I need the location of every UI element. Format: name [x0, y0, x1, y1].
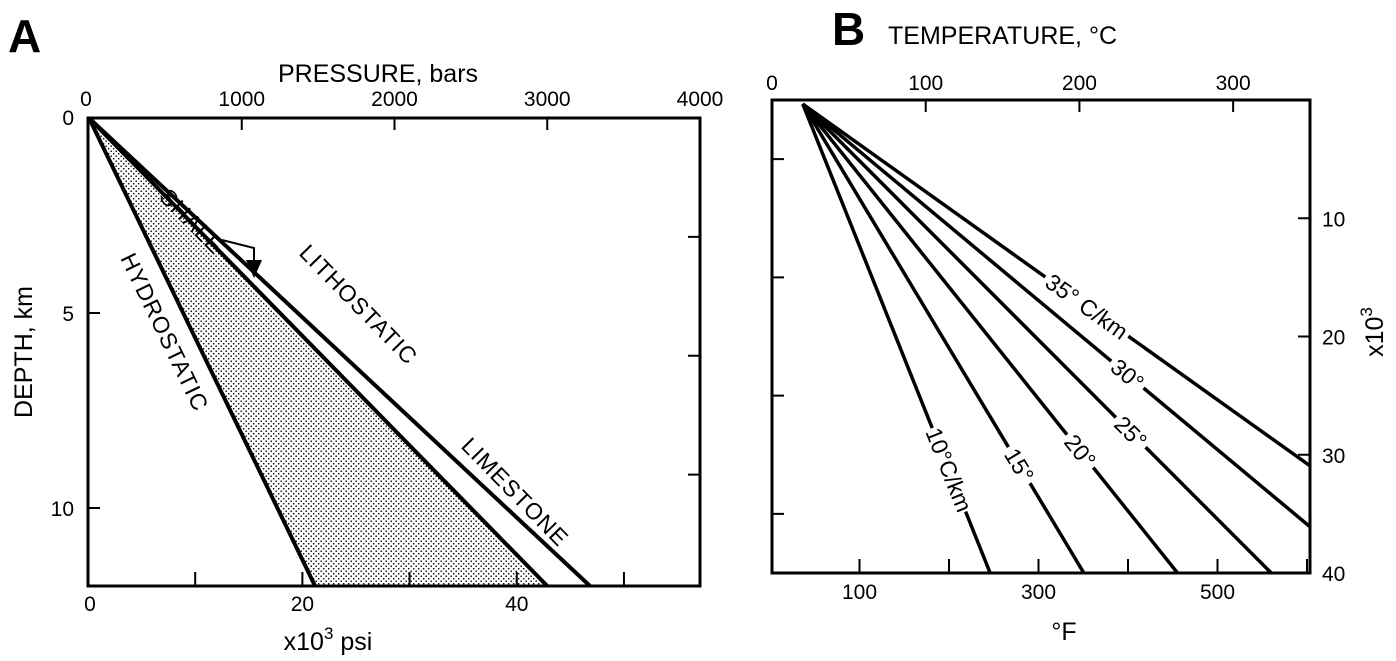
- gradient-label-group: 10°C/km: [920, 423, 978, 517]
- panel-a-letter: A: [8, 10, 41, 62]
- gradient-label-bg: [997, 440, 1042, 490]
- series-line-hydrostatic: [87, 117, 317, 587]
- gradient-label-bg: [1106, 408, 1155, 457]
- panel-b-right-title-prefix: x10: [1361, 317, 1389, 357]
- panel-b-bottom-axis-title: °F: [1051, 618, 1076, 646]
- panel-a-bottom-title-suffix: psi: [333, 628, 372, 656]
- bottom-tick-label: 40: [505, 593, 528, 616]
- bottom-tick-label: 100: [842, 581, 877, 604]
- panel-b-top-ticks: 0 100 200 300: [766, 72, 1251, 112]
- gradient-line-15: [801, 103, 1086, 574]
- left-tick-label: 0: [62, 107, 74, 130]
- gradient-label-bg: [920, 423, 978, 517]
- top-tick-label: 0: [80, 88, 92, 111]
- gradient-label: 35° C/km: [1041, 268, 1133, 344]
- panel-b-letter: B: [832, 3, 865, 55]
- panel-a-left-axis-title-text: DEPTH, km: [10, 286, 38, 418]
- gradient-label-bg: [1056, 426, 1104, 476]
- panel-b-right-ticks: 10 20 30 40: [1298, 208, 1345, 586]
- panel-a-chart: A PRESSURE, bars 0 1000 2000 3000 4000 0 20 40…: [8, 10, 723, 656]
- top-tick-label: 300: [1216, 72, 1251, 95]
- gradient-line-25: [801, 102, 1273, 575]
- panel-a-series-group: [87, 116, 592, 588]
- panel-a-left-axis-title: DEPTH, km: [10, 286, 38, 418]
- right-tick-label: 40: [1322, 563, 1345, 586]
- panel-a-bottom-ticks: 0 20 40: [84, 572, 625, 616]
- gradient-line-20: [801, 102, 1179, 575]
- shale-arrow-head: [246, 260, 262, 278]
- top-tick-label: 100: [908, 72, 943, 95]
- top-tick-label: 200: [1062, 72, 1097, 95]
- gradient-label-group: 20°: [1056, 426, 1104, 476]
- panel-a-bottom-axis-title: x103 psi: [284, 624, 373, 656]
- panel-b-right-axis-title: x103: [1357, 307, 1389, 357]
- panel-b-curve-labels: 10°C/km 15° 20° 25°30°35° C/km: [920, 266, 1155, 517]
- left-tick-label: 5: [62, 303, 74, 326]
- series-line-lithostatic: [87, 116, 549, 588]
- top-tick-label: 1000: [218, 88, 265, 111]
- gradient-label: 20°: [1059, 429, 1101, 472]
- bottom-tick-label: 20: [291, 593, 314, 616]
- panel-a-top-ticks: 0 1000 2000 3000 4000: [80, 88, 723, 130]
- panel-a-bottom-title-prefix: x10: [284, 628, 324, 656]
- panel-b-top-axis-title: TEMPERATURE, °C: [888, 22, 1117, 50]
- left-tick-label: 10: [51, 498, 74, 521]
- right-tick-label: 30: [1322, 445, 1345, 468]
- gradient-label-group: 35° C/km: [1037, 266, 1136, 347]
- panel-a-top-axis-title: PRESSURE, bars: [278, 60, 478, 88]
- panel-a-bottom-title-sup: 3: [324, 624, 333, 643]
- panel-a-right-ticks: [688, 235, 700, 476]
- panel-a-left-ticks: 0 5 10: [51, 107, 100, 521]
- gradient-label-bg: [1102, 351, 1152, 398]
- panel-b-series-group: [801, 102, 1312, 575]
- gradient-label-group: 15°: [997, 440, 1042, 490]
- panel-b-chart: B TEMPERATURE, °C 0 100 200 300 100 300 500 1…: [766, 3, 1389, 646]
- gradient-label: 10°C/km: [920, 424, 977, 516]
- right-tick-label: 10: [1322, 208, 1345, 231]
- gradient-label-bg: [1037, 266, 1136, 347]
- top-tick-label: 0: [766, 72, 778, 95]
- bottom-tick-label: 300: [1021, 581, 1056, 604]
- right-tick-label: 20: [1322, 327, 1345, 350]
- panel-b-right-title-sup: 3: [1357, 307, 1376, 316]
- top-tick-label: 4000: [677, 88, 724, 111]
- panel-b-left-ticks: [772, 158, 784, 515]
- panel-b-bottom-ticks: 100 300 500: [842, 559, 1308, 604]
- bottom-tick-label: 500: [1200, 581, 1235, 604]
- top-tick-label: 3000: [524, 88, 571, 111]
- top-tick-label: 2000: [371, 88, 418, 111]
- gradient-line-30: [801, 102, 1312, 529]
- bottom-tick-label: 0: [84, 593, 96, 616]
- series-line-limestone: [87, 116, 592, 588]
